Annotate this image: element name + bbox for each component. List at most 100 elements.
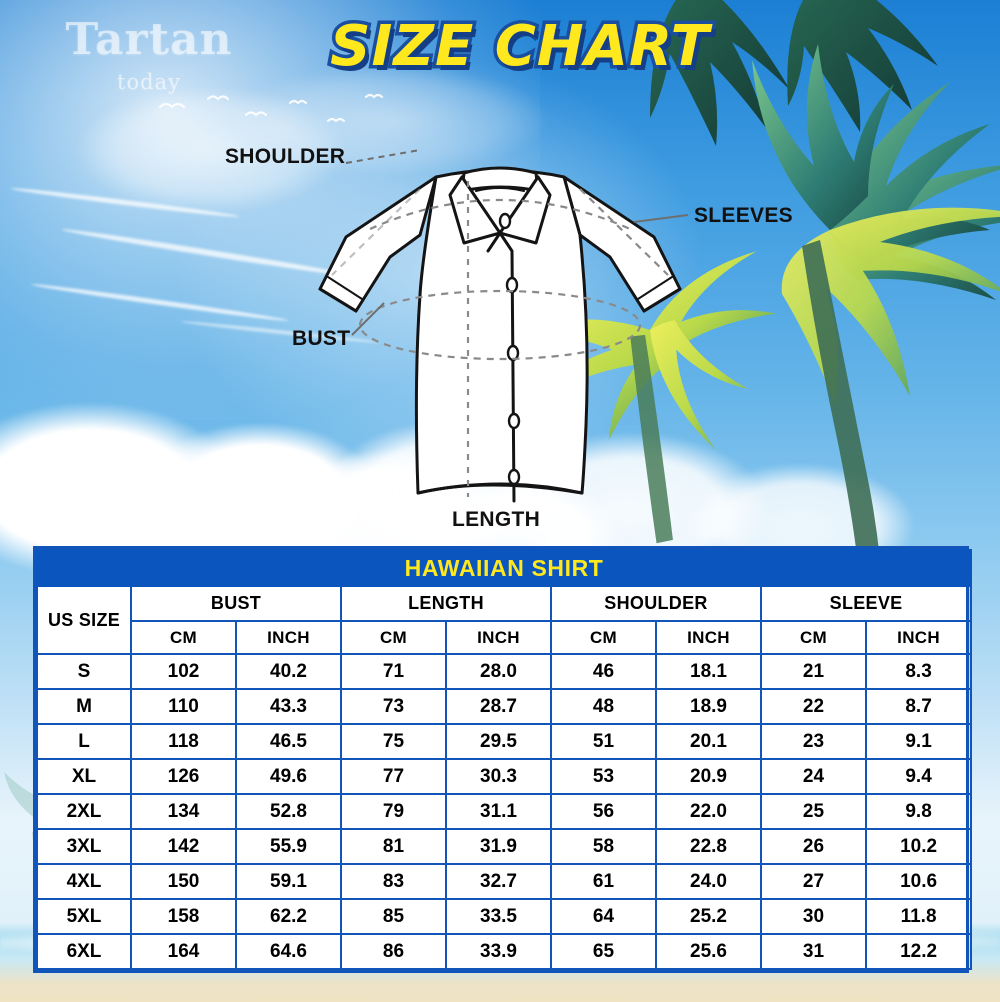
- cell-length_in: 32.7: [445, 863, 552, 900]
- cell-shoulder_in: 22.8: [655, 828, 762, 865]
- cell-shoulder_cm: 58: [550, 828, 657, 865]
- shirt-diagram: [318, 166, 682, 503]
- cell-shoulder_in: 20.1: [655, 723, 762, 760]
- unit-bust-inch: INCH: [235, 620, 342, 655]
- size-table-body: S 102 40.2 71 28.0 46 18.1 21 8.3 M 110 43.3 73 28.7 4…: [36, 653, 973, 970]
- cell-sleeve_in: 10.6: [864, 863, 973, 900]
- cell-shoulder_cm: 64: [550, 898, 657, 935]
- cell-length_in: 31.1: [445, 793, 552, 830]
- cell-length_in: 28.7: [445, 688, 552, 725]
- cell-size: XL: [36, 758, 132, 795]
- label-length: LENGTH: [452, 508, 541, 531]
- cell-length_in: 30.3: [445, 758, 552, 795]
- cell-length_cm: 79: [340, 793, 447, 830]
- label-bust: BUST: [292, 327, 351, 350]
- cell-sleeve_in: 12.2: [864, 933, 973, 970]
- cell-sleeve_cm: 21: [760, 653, 867, 690]
- cell-length_cm: 81: [340, 828, 447, 865]
- cell-size: 2XL: [36, 793, 132, 830]
- col-header-us-size: US SIZE: [36, 585, 132, 655]
- cell-length_in: 29.5: [445, 723, 552, 760]
- cell-size: 4XL: [36, 863, 132, 900]
- cell-bust_in: 52.8: [235, 793, 342, 830]
- cell-shoulder_in: 20.9: [655, 758, 762, 795]
- cell-sleeve_cm: 31: [760, 933, 867, 970]
- cell-shoulder_in: 25.6: [655, 933, 762, 970]
- cell-bust_in: 64.6: [235, 933, 342, 970]
- cell-sleeve_cm: 30: [760, 898, 867, 935]
- cell-shoulder_cm: 65: [550, 933, 657, 970]
- cell-length_in: 33.5: [445, 898, 552, 935]
- cell-shoulder_cm: 61: [550, 863, 657, 900]
- unit-length-inch: INCH: [445, 620, 552, 655]
- cell-bust_in: 59.1: [235, 863, 342, 900]
- cell-length_in: 28.0: [445, 653, 552, 690]
- cell-bust_cm: 164: [130, 933, 237, 970]
- col-group-length: LENGTH: [340, 585, 552, 622]
- callout-leader-lines: [345, 149, 689, 336]
- cell-sleeve_in: 9.8: [864, 793, 973, 830]
- cell-shoulder_cm: 53: [550, 758, 657, 795]
- cell-bust_cm: 134: [130, 793, 237, 830]
- cell-shoulder_in: 25.2: [655, 898, 762, 935]
- cell-sleeve_cm: 26: [760, 828, 867, 865]
- col-group-bust: BUST: [130, 585, 342, 622]
- cell-sleeve_cm: 24: [760, 758, 867, 795]
- col-group-shoulder: SHOULDER: [550, 585, 762, 622]
- label-shoulder: SHOULDER: [225, 145, 346, 168]
- unit-length-cm: CM: [340, 620, 447, 655]
- cell-sleeve_cm: 27: [760, 863, 867, 900]
- cell-length_cm: 85: [340, 898, 447, 935]
- cell-shoulder_in: 22.0: [655, 793, 762, 830]
- table-row: 6XL 164 64.6 86 33.9 65 25.6 31 12.2: [36, 933, 973, 970]
- page-title: SIZE CHART: [327, 11, 713, 83]
- cell-bust_cm: 118: [130, 723, 237, 760]
- cell-length_cm: 86: [340, 933, 447, 970]
- cell-bust_in: 55.9: [235, 828, 342, 865]
- cell-bust_cm: 142: [130, 828, 237, 865]
- cell-shoulder_in: 18.1: [655, 653, 762, 690]
- table-row: L 118 46.5 75 29.5 51 20.1 23 9.1: [36, 723, 973, 760]
- cell-bust_in: 43.3: [235, 688, 342, 725]
- palm-trees-right: [580, 0, 1000, 564]
- cell-length_cm: 83: [340, 863, 447, 900]
- unit-bust-cm: CM: [130, 620, 237, 655]
- cell-length_cm: 77: [340, 758, 447, 795]
- unit-sleeve-cm: CM: [760, 620, 867, 655]
- cell-length_cm: 71: [340, 653, 447, 690]
- table-row: M 110 43.3 73 28.7 48 18.9 22 8.7: [36, 688, 973, 725]
- cell-bust_in: 62.2: [235, 898, 342, 935]
- cell-shoulder_cm: 56: [550, 793, 657, 830]
- cell-sleeve_cm: 23: [760, 723, 867, 760]
- cell-sleeve_in: 9.1: [864, 723, 973, 760]
- label-sleeves: SLEEVES: [694, 204, 793, 227]
- cell-shoulder_cm: 46: [550, 653, 657, 690]
- cell-length_in: 31.9: [445, 828, 552, 865]
- cell-size: M: [36, 688, 132, 725]
- cell-shoulder_in: 18.9: [655, 688, 762, 725]
- cell-length_cm: 75: [340, 723, 447, 760]
- table-unit-header-row: CM INCH CM INCH CM INCH CM INCH: [37, 620, 973, 655]
- table-caption-row: HAWAIIAN SHIRT: [35, 549, 973, 587]
- cell-bust_cm: 150: [130, 863, 237, 900]
- table-row: 2XL 134 52.8 79 31.1 56 22.0 25 9.8: [36, 793, 973, 830]
- size-table: HAWAIIAN SHIRT US SIZE BUST LENGTH SHOUL…: [35, 549, 973, 970]
- cell-sleeve_cm: 25: [760, 793, 867, 830]
- cell-shoulder_cm: 48: [550, 688, 657, 725]
- cell-size: 5XL: [36, 898, 132, 935]
- unit-sleeve-inch: INCH: [864, 620, 973, 655]
- cell-sleeve_in: 9.4: [864, 758, 973, 795]
- table-row: 5XL 158 62.2 85 33.5 64 25.2 30 11.8: [36, 898, 973, 935]
- cell-length_cm: 73: [340, 688, 447, 725]
- unit-shoulder-cm: CM: [550, 620, 657, 655]
- cell-bust_in: 40.2: [235, 653, 342, 690]
- cell-sleeve_cm: 22: [760, 688, 867, 725]
- cell-length_in: 33.9: [445, 933, 552, 970]
- cell-size: 6XL: [36, 933, 132, 970]
- size-table-container: HAWAIIAN SHIRT US SIZE BUST LENGTH SHOUL…: [33, 546, 973, 973]
- col-group-sleeve: SLEEVE: [759, 585, 973, 622]
- cell-bust_cm: 158: [130, 898, 237, 935]
- cell-shoulder_cm: 51: [550, 723, 657, 760]
- table-row: 3XL 142 55.9 81 31.9 58 22.8 26 10.2: [36, 828, 973, 865]
